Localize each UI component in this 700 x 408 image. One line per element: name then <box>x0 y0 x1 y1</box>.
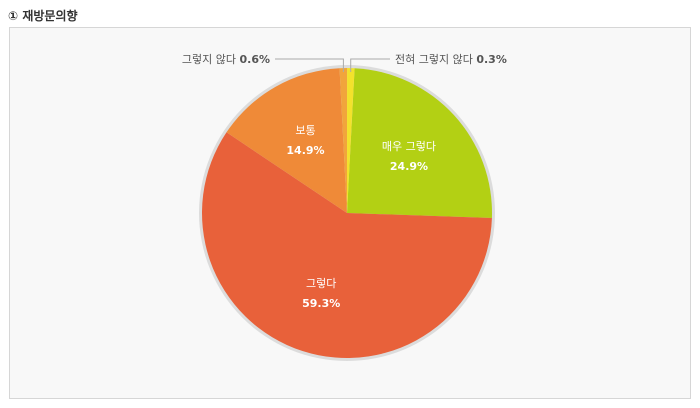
slice-label: 보통 <box>295 124 315 137</box>
leader-line <box>350 58 390 73</box>
pie-slice <box>347 68 492 218</box>
pie-slice <box>347 68 355 213</box>
section-title: ① 재방문의향 <box>8 9 78 23</box>
pie-slice <box>339 68 348 213</box>
slice-value: 59.3% <box>302 297 340 310</box>
pie-slice <box>202 132 492 358</box>
slice-value: 0.6% <box>239 53 270 66</box>
slice-label: 그렇지 않다 0.6% <box>182 53 270 66</box>
slice-label: 그렇다 <box>306 277 336 290</box>
pie-slice <box>226 68 347 213</box>
slice-value: 0.3% <box>476 53 507 66</box>
leader-line <box>275 58 344 73</box>
slice-value: 24.9% <box>390 160 428 173</box>
slice-value: 14.9% <box>286 144 324 157</box>
slice-label: 매우 그렇다 <box>382 140 436 153</box>
slice-label: 전혀 그렇지 않다 0.3% <box>395 53 507 66</box>
